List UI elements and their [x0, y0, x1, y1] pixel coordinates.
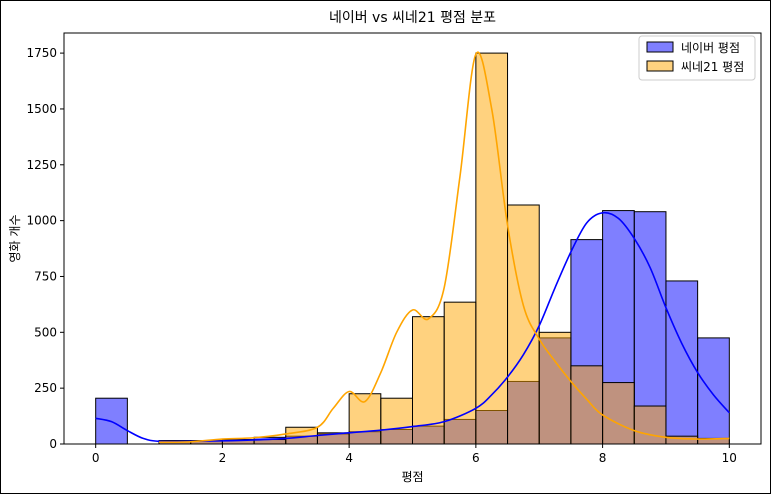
- histogram-bar: [507, 204, 540, 445]
- y-tick-label: 750: [34, 269, 57, 283]
- chart-title: 네이버 vs 씨네21 평점 분포: [329, 10, 496, 26]
- histogram-bar: [443, 301, 477, 445]
- y-tick-label: 1500: [26, 102, 57, 116]
- histogram-bar: [570, 365, 604, 445]
- y-tick-label: 500: [34, 325, 57, 339]
- legend-label: 네이버 평점: [681, 41, 740, 55]
- y-tick-label: 1250: [26, 158, 57, 172]
- legend-swatch: [646, 41, 674, 53]
- histogram-bar: [633, 405, 667, 445]
- histogram-bar: [602, 382, 635, 445]
- histogram-bar: [538, 331, 572, 445]
- x-tick-label: 2: [219, 451, 227, 465]
- x-tick-label: 10: [722, 451, 737, 465]
- series-1-kde-line: [159, 51, 730, 444]
- histogram-bar: [475, 52, 509, 445]
- histogram-bar: [665, 280, 699, 445]
- histogram-bar: [697, 337, 730, 445]
- x-tick-label: 6: [472, 451, 480, 465]
- histogram-bar: [633, 211, 667, 445]
- x-axis-label: 평점: [401, 470, 423, 484]
- x-tick-label: 0: [92, 451, 100, 465]
- y-tick-label: 0: [49, 437, 57, 451]
- x-tick-label: 8: [599, 451, 607, 465]
- y-tick-label: 1000: [26, 214, 57, 228]
- y-axis-label: 영화 개수: [8, 215, 22, 263]
- y-tick-label: 1750: [26, 46, 57, 60]
- y-tick-label: 250: [34, 381, 57, 395]
- legend-swatch: [646, 60, 674, 72]
- plot-area-border: [63, 32, 762, 445]
- histogram-bar: [380, 397, 413, 445]
- x-tick-label: 4: [345, 451, 353, 465]
- legend-label: 씨네21 평점: [681, 60, 744, 74]
